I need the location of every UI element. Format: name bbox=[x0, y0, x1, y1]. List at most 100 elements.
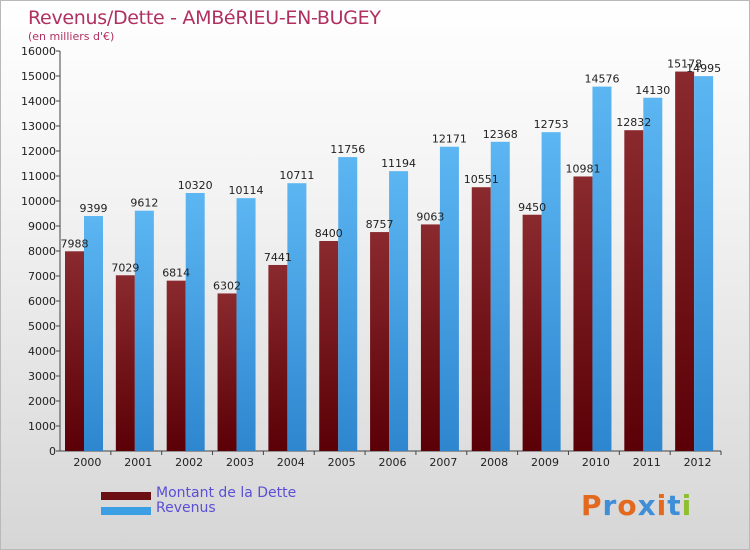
data-label-revenus-2008: 12368 bbox=[483, 128, 518, 141]
bar-dette-2000 bbox=[65, 251, 84, 451]
bar-revenus-2003 bbox=[236, 198, 256, 451]
bar-revenus-2010 bbox=[592, 86, 612, 451]
x-tick-label: 2001 bbox=[124, 456, 152, 469]
bar-revenus-2002 bbox=[185, 193, 205, 451]
bar-revenus-2012 bbox=[694, 76, 714, 451]
y-tick-label: 13000 bbox=[21, 120, 56, 133]
y-tick-label: 10000 bbox=[21, 195, 56, 208]
chart-bars bbox=[65, 71, 714, 452]
y-tick-label: 3000 bbox=[28, 370, 56, 383]
bar-revenus-2001 bbox=[134, 210, 154, 451]
bar-revenus-2008 bbox=[490, 141, 510, 452]
bar-revenus-2000 bbox=[84, 216, 103, 451]
legend-label-revenus: Revenus bbox=[156, 500, 216, 516]
logo-letter: o bbox=[617, 489, 638, 522]
bar-dette-2001 bbox=[115, 275, 135, 451]
bar-dette-2012 bbox=[675, 71, 695, 452]
data-label-dette-2002: 6814 bbox=[162, 267, 190, 280]
data-label-revenus-2002: 10320 bbox=[178, 179, 213, 192]
y-tick-label: 9000 bbox=[28, 220, 56, 233]
y-tick-label: 0 bbox=[49, 445, 56, 458]
logo-letter: i bbox=[681, 489, 693, 522]
data-label-dette-2005: 8400 bbox=[315, 227, 343, 240]
x-tick-label: 2003 bbox=[226, 456, 254, 469]
data-label-dette-2008: 10551 bbox=[464, 173, 499, 186]
bar-revenus-2004 bbox=[287, 183, 307, 451]
bar-dette-2004 bbox=[268, 264, 288, 451]
x-tick-label: 2010 bbox=[582, 456, 610, 469]
bar-dette-2005 bbox=[319, 241, 339, 451]
data-label-revenus-2004: 10711 bbox=[279, 169, 314, 182]
chart-title: Revenus/Dette - AMBéRIEU-EN-BUGEY bbox=[28, 7, 381, 29]
legend-label-dette: Montant de la Dette bbox=[156, 485, 297, 501]
data-label-revenus-2010: 14576 bbox=[584, 73, 619, 86]
bar-revenus-2011 bbox=[643, 97, 663, 451]
logo-letter: P bbox=[581, 489, 603, 522]
y-tick-label: 1000 bbox=[28, 420, 56, 433]
y-tick-label: 5000 bbox=[28, 320, 56, 333]
y-tick-label: 11000 bbox=[21, 170, 56, 183]
x-tick-label: 2007 bbox=[429, 456, 457, 469]
x-tick-label: 2006 bbox=[379, 456, 407, 469]
bar-dette-2010 bbox=[573, 176, 593, 451]
logo-letter: x bbox=[637, 489, 657, 522]
data-label-revenus-2006: 11194 bbox=[381, 157, 416, 170]
bar-dette-2009 bbox=[522, 214, 542, 451]
data-label-revenus-2005: 11756 bbox=[330, 143, 365, 156]
chart-data-labels: 7988 9399 7029 9612 6814 10320 6302 10114 7441 10… bbox=[61, 58, 722, 293]
bar-revenus-2009 bbox=[541, 132, 561, 452]
y-tick-label: 7000 bbox=[28, 270, 56, 283]
x-tick-label: 2000 bbox=[73, 456, 101, 469]
bar-dette-2011 bbox=[624, 130, 644, 451]
bar-dette-2007 bbox=[420, 224, 440, 451]
y-tick-label: 6000 bbox=[28, 295, 56, 308]
proxiti-logo: Proxiti bbox=[581, 489, 692, 522]
data-label-revenus-2001: 9612 bbox=[130, 197, 158, 210]
x-tick-label: 2005 bbox=[328, 456, 356, 469]
bar-dette-2006 bbox=[370, 232, 390, 451]
bar-dette-2002 bbox=[166, 280, 186, 451]
data-label-dette-2007: 9063 bbox=[416, 210, 444, 223]
logo-letter: t bbox=[667, 489, 682, 522]
data-label-dette-2000: 7988 bbox=[61, 237, 89, 250]
y-tick-label: 2000 bbox=[28, 395, 56, 408]
data-label-revenus-2012: 14995 bbox=[686, 62, 721, 75]
data-label-revenus-2007: 12171 bbox=[432, 133, 467, 146]
x-tick-label: 2012 bbox=[684, 456, 712, 469]
logo-letter: r bbox=[602, 489, 618, 522]
data-label-revenus-2000: 9399 bbox=[80, 202, 108, 215]
data-label-dette-2012: 15178 bbox=[667, 58, 702, 71]
data-label-revenus-2009: 12753 bbox=[534, 118, 569, 131]
data-label-dette-2001: 7029 bbox=[111, 261, 139, 274]
data-label-dette-2006: 8757 bbox=[366, 218, 394, 231]
x-tick-label: 2011 bbox=[633, 456, 661, 469]
data-label-dette-2010: 10981 bbox=[565, 162, 600, 175]
y-tick-label: 12000 bbox=[21, 145, 56, 158]
data-label-dette-2004: 7441 bbox=[264, 251, 292, 264]
x-tick-label: 2002 bbox=[175, 456, 203, 469]
bar-dette-2003 bbox=[217, 293, 237, 451]
y-tick-label: 14000 bbox=[21, 95, 56, 108]
data-label-dette-2003: 6302 bbox=[213, 279, 241, 292]
data-label-revenus-2003: 10114 bbox=[229, 184, 264, 197]
bar-dette-2008 bbox=[471, 187, 491, 451]
y-tick-label: 15000 bbox=[21, 70, 56, 83]
y-tick-label: 8000 bbox=[28, 245, 56, 258]
x-tick-label: 2008 bbox=[480, 456, 508, 469]
x-tick-label: 2009 bbox=[531, 456, 559, 469]
chart-subtitle: (en milliers d'€) bbox=[28, 30, 115, 43]
data-label-revenus-2011: 14130 bbox=[635, 84, 670, 97]
bar-revenus-2005 bbox=[338, 157, 358, 451]
bar-revenus-2007 bbox=[439, 146, 459, 451]
bar-revenus-2006 bbox=[389, 171, 409, 451]
data-label-dette-2009: 9450 bbox=[518, 201, 546, 214]
legend-swatch-revenus bbox=[101, 507, 151, 515]
legend-swatch-dette bbox=[101, 492, 151, 500]
y-tick-label: 16000 bbox=[21, 45, 56, 58]
y-tick-label: 4000 bbox=[28, 345, 56, 358]
x-tick-label: 2004 bbox=[277, 456, 305, 469]
data-label-dette-2011: 12832 bbox=[616, 116, 651, 129]
logo-letter: i bbox=[656, 489, 668, 522]
